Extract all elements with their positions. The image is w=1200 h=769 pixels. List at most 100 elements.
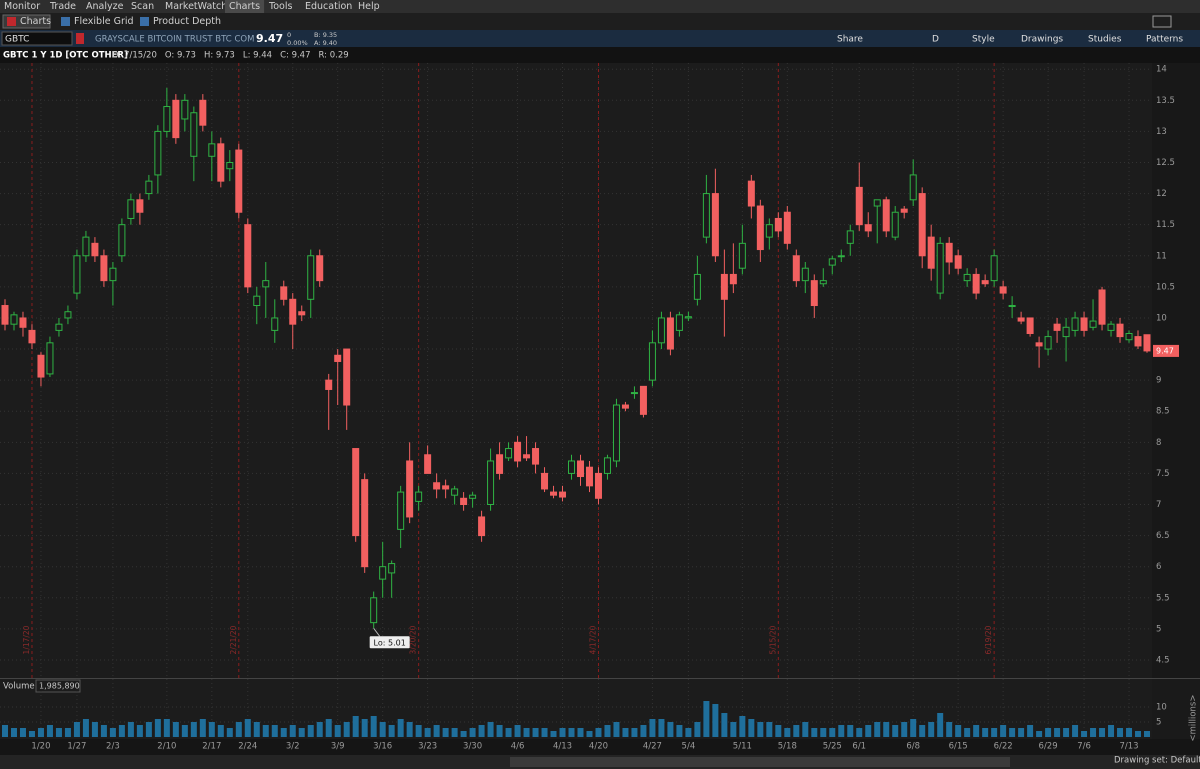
tab[interactable]: Charts — [20, 16, 51, 27]
volume-pane — [0, 679, 1152, 739]
candle-body — [945, 242, 953, 263]
menu-item[interactable]: MarketWatch — [165, 1, 227, 12]
volume-bar — [595, 728, 602, 737]
menu-item[interactable]: Help — [358, 1, 380, 12]
footer[interactable]: Drawing set: Default — [1114, 756, 1200, 766]
toolbar-button[interactable]: Share — [837, 35, 863, 45]
candle-body — [325, 379, 333, 390]
menu-item[interactable]: Tools — [268, 1, 292, 12]
volume-bar — [766, 722, 773, 737]
scroll-thumb[interactable] — [510, 757, 1010, 767]
toolbar-button[interactable]: D — [932, 35, 939, 45]
volume-bar — [55, 728, 62, 737]
x-tick-label: 5/11 — [733, 742, 752, 752]
volume-bar — [856, 728, 863, 737]
candle-body — [1, 305, 9, 325]
info-field: O: 9.73 — [165, 51, 196, 61]
x-tick-label: 3/23 — [418, 742, 437, 752]
candle-body — [603, 457, 611, 474]
volume-bar — [298, 728, 305, 737]
y-tick-label: 4.5 — [1156, 655, 1170, 665]
tab-icon — [61, 17, 70, 26]
candle-body — [46, 342, 54, 375]
symbol-input[interactable] — [1, 31, 73, 46]
candle-body — [37, 354, 45, 378]
volume-bar — [397, 719, 404, 737]
period-label: 5/15/20 — [768, 625, 777, 654]
candle-body — [244, 224, 252, 288]
candle-body — [891, 211, 899, 238]
menu-item[interactable]: Analyze — [86, 1, 124, 12]
volume-title: Volume — [3, 682, 35, 692]
toolbar-button[interactable]: Studies — [1088, 35, 1122, 45]
candle-body — [55, 323, 63, 331]
menu-item[interactable]: Trade — [49, 1, 76, 12]
volume-bar — [676, 725, 683, 737]
candle-body — [217, 143, 225, 182]
candle-body — [190, 112, 198, 157]
candle-body — [379, 566, 387, 580]
menu-item[interactable]: Education — [305, 1, 352, 12]
volume-bar — [442, 728, 449, 737]
volume-bar — [136, 725, 143, 737]
link-icon[interactable] — [76, 33, 84, 44]
menu-item[interactable]: Monitor — [4, 1, 40, 12]
candle-body — [415, 491, 423, 502]
y-tick-label: 11.5 — [1156, 220, 1175, 230]
volume-bar — [271, 725, 278, 737]
candle-body — [145, 180, 153, 195]
volume-bar — [1072, 725, 1079, 737]
y-tick-label: 11 — [1156, 251, 1167, 261]
candle-body — [91, 242, 99, 257]
volume-bar — [217, 725, 224, 737]
volume-bar — [370, 716, 377, 737]
toolbar-button[interactable]: Drawings — [1021, 35, 1063, 45]
candle-body — [523, 454, 531, 459]
candle-body — [621, 404, 629, 409]
x-tick-label: 6/1 — [852, 742, 866, 752]
candle-body — [1017, 317, 1025, 322]
volume-bar — [325, 719, 332, 737]
x-tick-label: 3/30 — [463, 742, 482, 752]
last-price-box — [1153, 344, 1179, 357]
x-tick-label: 2/3 — [106, 742, 120, 752]
toolbar-button[interactable]: Patterns — [1146, 35, 1183, 45]
candle-body — [1035, 342, 1043, 347]
menu-item[interactable]: Scan — [131, 1, 154, 12]
window-button[interactable] — [1152, 15, 1172, 28]
candle-body — [702, 193, 710, 238]
volume-bar — [172, 722, 179, 737]
tab-icon — [7, 17, 16, 26]
volume-bar — [946, 722, 953, 737]
volume-bar — [622, 728, 629, 737]
candle-body — [1071, 317, 1079, 331]
candle-body — [747, 180, 755, 207]
candle-body — [756, 205, 764, 251]
candle-body — [1116, 323, 1124, 338]
volume-bar — [91, 722, 98, 737]
candle-body — [352, 448, 360, 537]
candle-body — [568, 460, 576, 474]
volume-bar — [388, 725, 395, 737]
volume-bar — [1108, 725, 1115, 737]
tab-bar — [0, 13, 1200, 30]
tab[interactable]: Product Depth — [153, 16, 221, 27]
candle-body — [541, 472, 549, 490]
candle-body — [1089, 320, 1097, 328]
price-axis — [1152, 63, 1200, 678]
candle-body — [873, 199, 881, 207]
symbol[interactable]: GBTC — [5, 35, 29, 45]
volume-bar — [586, 731, 593, 737]
x-tick-label: 3/16 — [373, 742, 392, 752]
candle-body — [801, 267, 809, 282]
candle-body — [900, 208, 908, 213]
change: 0 — [287, 31, 291, 39]
toolbar-button[interactable]: Style — [972, 35, 995, 45]
candle-body — [460, 497, 468, 506]
volume-bar — [181, 725, 188, 737]
tab[interactable]: Flexible Grid — [74, 16, 134, 27]
menu-item[interactable]: Charts — [229, 1, 260, 12]
volume-bar — [955, 725, 962, 737]
volume-bar — [802, 722, 809, 737]
volume-bar — [145, 722, 152, 737]
